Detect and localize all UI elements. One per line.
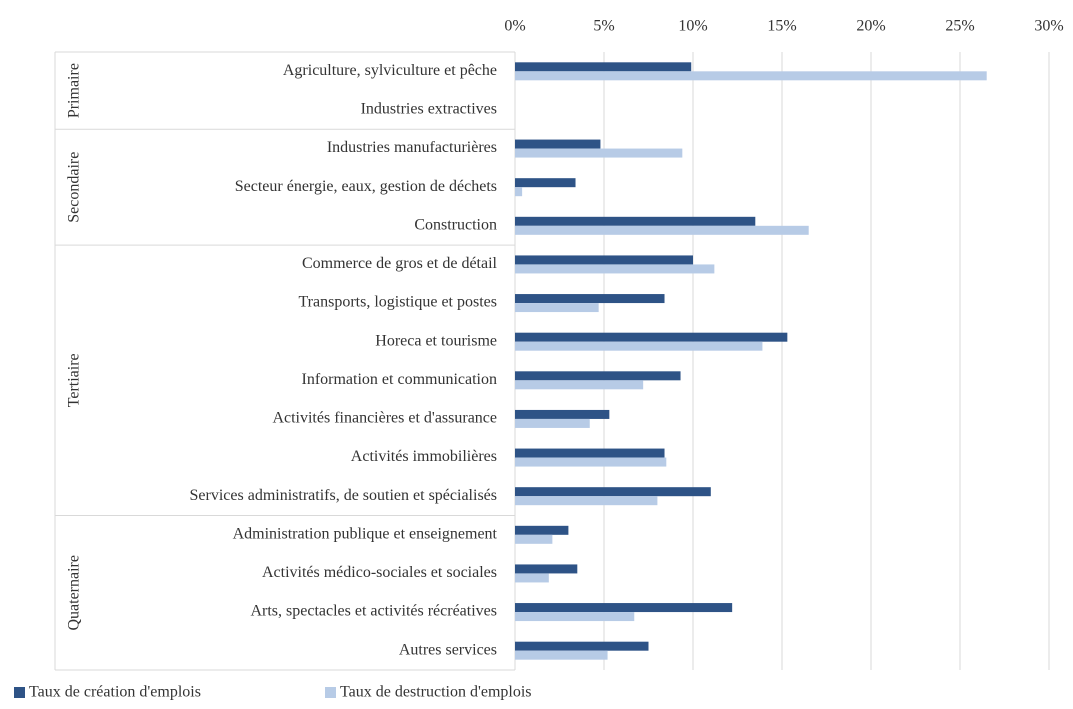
y-tick-label: Industries manufacturières [327,139,497,156]
bar [515,225,809,235]
bar [515,332,788,342]
bar [515,294,665,304]
x-tick-label: 30% [1034,18,1063,35]
group-label: Secondaire [66,152,83,223]
bar [515,187,523,197]
y-tick-label: Horeca et tourisme [375,332,497,349]
x-tick-label: 10% [678,18,707,35]
y-tick-label: Arts, spectacles et activités récréative… [250,603,497,620]
legend-label: Taux de création d'emplois [29,684,201,701]
y-tick-label: Activités médico-sociales et sociales [262,564,497,581]
bar [515,641,649,651]
x-tick-label: 15% [767,18,796,35]
bar [515,564,578,574]
bar [515,487,711,497]
x-tick-label: 20% [856,18,885,35]
bar [515,380,644,390]
legend-swatch [325,687,336,698]
bar [515,216,756,226]
bar [515,534,553,544]
group-label: Quaternaire [66,555,83,631]
y-tick-label: Administration publique et enseignement [233,525,498,542]
bar [515,612,635,622]
legend-swatch [14,687,25,698]
bar [515,303,599,313]
x-tick-label: 0% [504,18,525,35]
bar [515,448,665,458]
bar [515,255,693,265]
y-tick-label: Commerce de gros et de détail [302,255,498,272]
legend-label: Taux de destruction d'emplois [340,684,532,701]
x-tick-label: 25% [945,18,974,35]
bar [515,71,987,81]
y-tick-label: Secteur énergie, eaux, gestion de déchet… [235,178,497,195]
y-tick-label: Industries extractives [361,101,497,118]
bar [515,409,610,419]
bar [515,525,569,535]
y-tick-label: Autres services [399,641,497,658]
group-label: Tertiaire [66,353,83,407]
bar [515,371,681,381]
bar [515,139,601,149]
bar [515,148,683,158]
bar [515,650,608,660]
y-tick-label: Services administratifs, de soutien et s… [190,487,497,504]
bar [515,418,590,428]
y-tick-label: Activités financières et d'assurance [272,410,497,427]
y-tick-label: Construction [414,216,497,233]
bar [515,264,715,274]
bar [515,603,733,613]
x-tick-label: 5% [593,18,614,35]
bar [515,341,763,351]
bar [515,457,667,467]
y-tick-label: Agriculture, sylviculture et pêche [283,62,497,79]
bar [515,573,549,583]
y-tick-label: Activités immobilières [351,448,497,465]
bar [515,496,658,506]
y-tick-label: Information et communication [302,371,498,388]
bar [515,178,576,188]
bar [515,62,692,72]
y-tick-label: Transports, logistique et postes [298,294,497,311]
group-label: Primaire [66,63,83,118]
